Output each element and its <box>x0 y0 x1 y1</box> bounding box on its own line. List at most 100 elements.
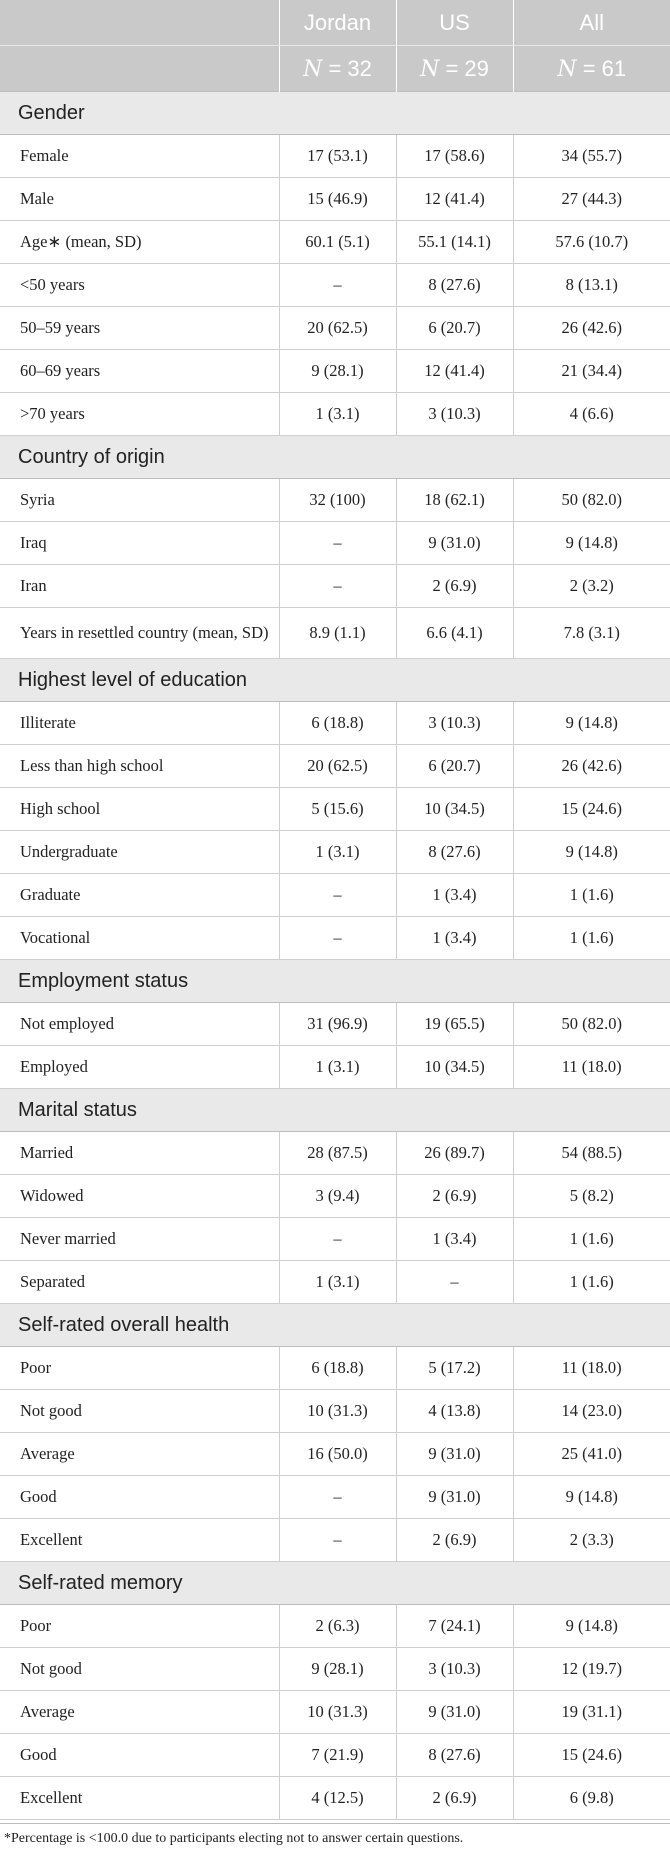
cell-us: 9 (31.0) <box>396 521 514 565</box>
cell-us: 6 (20.7) <box>396 744 514 788</box>
cell-all: 50 (82.0) <box>513 1002 670 1046</box>
cell-us: 12 (41.4) <box>396 349 514 393</box>
row-label: Good <box>0 1733 280 1777</box>
cell-jordan: 9 (28.1) <box>279 349 397 393</box>
cell-us: 10 (34.5) <box>396 787 514 831</box>
table-row: Male 15 (46.9) 12 (41.4) 27 (44.3) <box>0 177 670 221</box>
cell-us: 26 (89.7) <box>396 1131 514 1175</box>
cell-jordan: 32 (100) <box>279 478 397 522</box>
section-header-row: Self-rated overall health <box>0 1303 670 1347</box>
cell-us: – <box>396 1260 514 1304</box>
table-row: Separated 1 (3.1) –1 (1.6) <box>0 1260 670 1304</box>
cell-us: 2 (6.9) <box>396 1518 514 1562</box>
cell-us: 3 (10.3) <box>396 1647 514 1691</box>
table-row: Married 28 (87.5) 26 (89.7) 54 (88.5) <box>0 1131 670 1175</box>
cell-all: 57.6 (10.7) <box>513 220 670 264</box>
row-label: Never married <box>0 1217 280 1261</box>
header-row-country: Jordan US All <box>0 0 670 46</box>
header-n-all: N = 61 <box>513 45 670 92</box>
row-label: Vocational <box>0 916 280 960</box>
cell-us: 8 (27.6) <box>396 1733 514 1777</box>
cell-jordan: – <box>279 1217 397 1261</box>
table-row: Iraq –9 (31.0) 9 (14.8) <box>0 521 670 565</box>
cell-all: 1 (1.6) <box>513 916 670 960</box>
cell-us: 17 (58.6) <box>396 134 514 178</box>
row-label: Graduate <box>0 873 280 917</box>
table-row: Vocational –1 (3.4) 1 (1.6) <box>0 916 670 960</box>
header-blank-cell <box>0 0 280 46</box>
cell-jordan: 28 (87.5) <box>279 1131 397 1175</box>
header-n-jordan: N = 32 <box>279 45 397 92</box>
row-label: Not employed <box>0 1002 280 1046</box>
cell-us: 55.1 (14.1) <box>396 220 514 264</box>
cell-us: 19 (65.5) <box>396 1002 514 1046</box>
row-label: 50–59 years <box>0 306 280 350</box>
row-label: Excellent <box>0 1518 280 1562</box>
cell-jordan: – <box>279 1475 397 1519</box>
row-label: Separated <box>0 1260 280 1304</box>
table-row: Not good 10 (31.3) 4 (13.8) 14 (23.0) <box>0 1389 670 1433</box>
section-title: Employment status <box>0 959 670 1003</box>
table-row: >70 years 1 (3.1) 3 (10.3) 4 (6.6) <box>0 392 670 436</box>
cell-us: 2 (6.9) <box>396 1776 514 1820</box>
cell-all: 8 (13.1) <box>513 263 670 307</box>
cell-jordan: – <box>279 263 397 307</box>
cell-us: 5 (17.2) <box>396 1346 514 1390</box>
cell-jordan: 20 (62.5) <box>279 744 397 788</box>
cell-all: 15 (24.6) <box>513 787 670 831</box>
cell-all: 15 (24.6) <box>513 1733 670 1777</box>
cell-us: 1 (3.4) <box>396 916 514 960</box>
table-row: Never married –1 (3.4) 1 (1.6) <box>0 1217 670 1261</box>
cell-us: 8 (27.6) <box>396 830 514 874</box>
table-row: 60–69 years 9 (28.1) 12 (41.4) 21 (34.4) <box>0 349 670 393</box>
table-row: Excellent 4 (12.5) 2 (6.9) 6 (9.8) <box>0 1776 670 1820</box>
table-row: Poor 2 (6.3) 7 (24.1) 9 (14.8) <box>0 1604 670 1648</box>
cell-us: 3 (10.3) <box>396 392 514 436</box>
row-label: Not good <box>0 1647 280 1691</box>
cell-all: 11 (18.0) <box>513 1045 670 1089</box>
table-row: High school 5 (15.6) 10 (34.5) 15 (24.6) <box>0 787 670 831</box>
row-label: Employed <box>0 1045 280 1089</box>
row-label: Not good <box>0 1389 280 1433</box>
cell-all: 27 (44.3) <box>513 177 670 221</box>
section-header-row: Employment status <box>0 959 670 1003</box>
section-header-row: Self-rated memory <box>0 1561 670 1605</box>
cell-us: 6 (20.7) <box>396 306 514 350</box>
table-row: Not employed 31 (96.9) 19 (65.5) 50 (82.0) <box>0 1002 670 1046</box>
cell-jordan: 17 (53.1) <box>279 134 397 178</box>
row-label: Iran <box>0 564 280 608</box>
footnote-divider <box>0 1823 670 1824</box>
cell-all: 34 (55.7) <box>513 134 670 178</box>
section-title: Country of origin <box>0 435 670 479</box>
cell-all: 9 (14.8) <box>513 1604 670 1648</box>
cell-jordan: 1 (3.1) <box>279 1045 397 1089</box>
section-header-row: Highest level of education <box>0 658 670 702</box>
row-label: Poor <box>0 1346 280 1390</box>
cell-jordan: 6 (18.8) <box>279 1346 397 1390</box>
cell-jordan: – <box>279 873 397 917</box>
cell-us: 9 (31.0) <box>396 1475 514 1519</box>
table-header: Jordan US All N = 32 N = 29 N = 61 <box>0 0 670 92</box>
cell-jordan: 6 (18.8) <box>279 701 397 745</box>
header-n-us: N = 29 <box>396 45 514 92</box>
cell-all: 14 (23.0) <box>513 1389 670 1433</box>
cell-jordan: 1 (3.1) <box>279 392 397 436</box>
table-row: Graduate –1 (3.4) 1 (1.6) <box>0 873 670 917</box>
row-label: Iraq <box>0 521 280 565</box>
row-label: Illiterate <box>0 701 280 745</box>
cell-jordan: 5 (15.6) <box>279 787 397 831</box>
row-label: >70 years <box>0 392 280 436</box>
row-label: Years in resettled country (mean, SD) <box>0 607 280 659</box>
cell-jordan: 60.1 (5.1) <box>279 220 397 264</box>
table-row: Average 10 (31.3) 9 (31.0) 19 (31.1) <box>0 1690 670 1734</box>
cell-jordan: 2 (6.3) <box>279 1604 397 1648</box>
section-header-row: Country of origin <box>0 435 670 479</box>
table-row: <50 years –8 (27.6) 8 (13.1) <box>0 263 670 307</box>
row-label: Less than high school <box>0 744 280 788</box>
cell-all: 4 (6.6) <box>513 392 670 436</box>
section-title: Gender <box>0 91 670 135</box>
section-title: Highest level of education <box>0 658 670 702</box>
cell-all: 2 (3.3) <box>513 1518 670 1562</box>
section-header-row: Marital status <box>0 1088 670 1132</box>
